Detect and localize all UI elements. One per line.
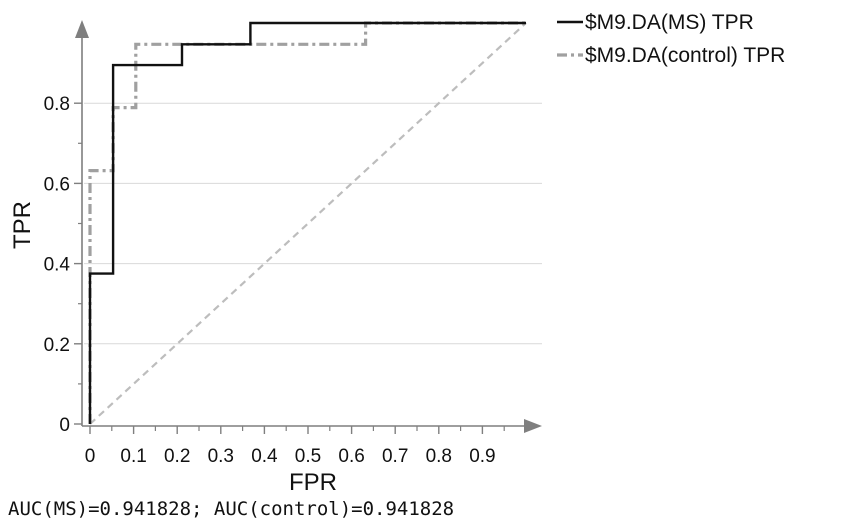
x-tick-label: 0.3 (208, 446, 234, 467)
series-control-line (88, 21, 526, 424)
grid-lines (84, 102, 542, 345)
x-tick-label: 0.6 (338, 446, 364, 467)
legend-label-control: $M9.DA(control) TPR (585, 44, 785, 67)
x-tick-label: 0.1 (120, 446, 146, 467)
x-tick-label: 0 (85, 446, 96, 467)
x-axis-arrow (524, 419, 542, 433)
legend: $M9.DA(MS) TPR $M9.DA(control) TPR (557, 11, 785, 67)
series-ms-line (88, 21, 526, 424)
y-tick-label: 0.8 (44, 94, 70, 115)
series-lines (88, 21, 527, 425)
x-tick-label: 0.9 (469, 446, 495, 467)
x-tick-label: 0.4 (251, 446, 278, 467)
x-tick-label: 0.5 (295, 446, 321, 467)
y-tick-label: 0.2 (44, 335, 70, 356)
diagonal-reference-line (89, 22, 527, 425)
x-tick-label: 0.2 (164, 446, 190, 467)
x-tick-label: 0.7 (382, 446, 408, 467)
y-tick-label: 0.4 (44, 255, 71, 276)
legend-label-ms: $M9.DA(MS) TPR (585, 11, 754, 34)
auc-annotation: AUC(MS)=0.941828; AUC(control)=0.941828 (8, 498, 454, 520)
y-tick-label: 0 (59, 415, 70, 436)
x-tick-label: 0.8 (426, 446, 452, 467)
y-tick-label: 0.6 (44, 174, 70, 195)
x-axis-title: FPR (289, 469, 337, 496)
axes (75, 20, 542, 433)
y-axis-arrow (75, 20, 89, 38)
ticks: 0 0.2 0.4 0.6 0.8 0 0.1 0.2 0.3 0.4 0.5 0.6 0.7 0.8 0.… (44, 94, 505, 467)
y-axis-title: TPR (9, 201, 36, 249)
